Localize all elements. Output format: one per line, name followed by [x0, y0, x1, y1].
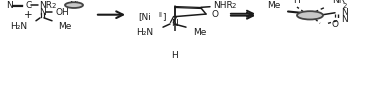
Text: 2: 2: [52, 3, 56, 9]
Text: 2: 2: [232, 3, 236, 9]
Text: H₂N: H₂N: [10, 22, 27, 31]
Text: +: +: [24, 10, 32, 20]
Text: OH: OH: [56, 8, 70, 17]
Text: N: N: [6, 1, 13, 10]
Text: NR: NR: [39, 1, 52, 10]
Text: H₂N: H₂N: [136, 28, 153, 37]
Text: NHR: NHR: [213, 1, 233, 10]
Text: N: N: [172, 19, 178, 28]
Text: N: N: [39, 8, 45, 17]
Circle shape: [65, 2, 83, 8]
Text: Me: Me: [58, 22, 71, 31]
Text: Me: Me: [193, 28, 206, 37]
Text: N: N: [341, 8, 348, 17]
Text: N: N: [341, 15, 348, 24]
Circle shape: [297, 11, 323, 19]
Text: Ni: Ni: [305, 11, 315, 20]
Text: [Ni: [Ni: [138, 12, 151, 21]
Text: H: H: [293, 0, 299, 5]
Text: H: H: [172, 51, 178, 60]
Text: Me: Me: [268, 1, 281, 10]
Text: C: C: [25, 1, 31, 10]
Text: O: O: [331, 20, 338, 29]
Text: O: O: [211, 10, 218, 19]
Text: ]: ]: [162, 12, 166, 21]
Text: NR: NR: [332, 0, 345, 5]
Text: II: II: [158, 12, 162, 18]
Text: 2: 2: [343, 3, 347, 9]
Text: Ni: Ni: [69, 1, 79, 10]
